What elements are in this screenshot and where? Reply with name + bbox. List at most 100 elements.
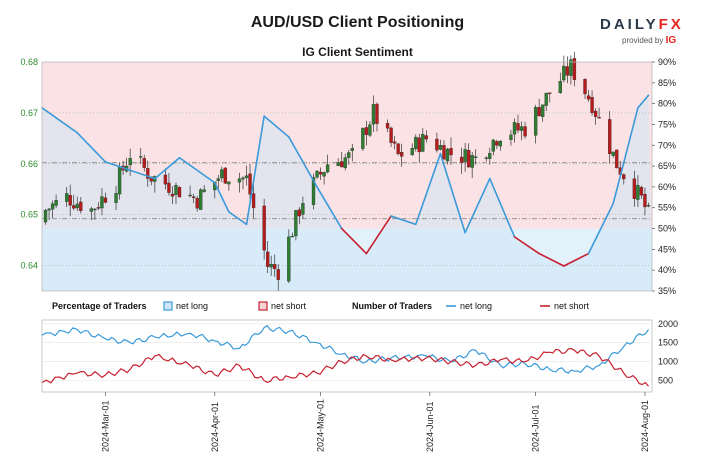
candle-body	[174, 185, 178, 196]
candle-body	[636, 185, 640, 200]
candle-body	[223, 167, 228, 184]
candle-body	[470, 155, 474, 168]
candle-body	[100, 196, 104, 209]
dailyfx-logo: DAILYFX	[600, 16, 684, 33]
percent-tick-label: 75%	[658, 119, 676, 129]
candle-body	[167, 182, 171, 193]
candle-body	[435, 138, 439, 151]
candle-body	[445, 148, 450, 162]
candle-body	[389, 127, 393, 143]
candle-body	[93, 208, 97, 211]
chart-title: AUD/USD Client Positioning	[250, 14, 465, 31]
provided-by-ig: provided by IG	[622, 35, 677, 46]
price-tick-label: 0.64	[20, 261, 38, 271]
candle-body	[583, 79, 587, 95]
candle-body	[54, 200, 58, 206]
candle-body	[371, 104, 376, 125]
legend-pct-long-swatch	[163, 301, 173, 311]
candle-body	[396, 143, 400, 155]
net-long-pct-segment	[213, 181, 230, 213]
net-long-pct-segment	[538, 252, 565, 267]
x-tick-label: 2024-Aug-01	[640, 400, 650, 452]
percent-tick-label: 60%	[658, 182, 676, 192]
candle-body	[572, 58, 577, 80]
candle-body	[216, 178, 220, 181]
candle-body	[392, 141, 397, 144]
candle-body	[146, 168, 150, 179]
net-long-pct-segment	[76, 131, 107, 163]
percent-tick-label: 70%	[658, 140, 676, 150]
candle-body	[643, 194, 647, 208]
legend-pct-long-label: net long	[176, 301, 208, 311]
traders-tick-label: 1500	[658, 338, 678, 348]
price-tick-label: 0.68	[20, 57, 38, 67]
candle-body	[114, 193, 118, 203]
candle-body	[191, 196, 196, 198]
legend-pct-short-label: net short	[271, 301, 307, 311]
candle-body	[421, 134, 425, 152]
x-tick-label: 2024-Jun-01	[425, 401, 435, 452]
candle-body	[65, 193, 69, 202]
net-long-pct-segment	[414, 152, 442, 226]
price-plot-frame	[41, 61, 653, 292]
candle-body	[72, 205, 76, 209]
legend-pct-heading: Percentage of Traders	[52, 301, 147, 311]
candle-body	[646, 204, 651, 207]
price-tick-label: 0.67	[20, 108, 38, 118]
candle-body	[103, 197, 108, 203]
candle-body	[241, 177, 245, 180]
candle-body	[424, 135, 428, 140]
candle-body	[290, 235, 294, 238]
net-long-pct-segment	[464, 177, 491, 234]
candle-body	[89, 208, 94, 212]
net-long-pct-segment	[365, 215, 392, 255]
candle-body	[368, 124, 372, 136]
candle-body	[400, 152, 404, 157]
candle-body	[442, 145, 446, 160]
legend-num-heading: Number of Traders	[352, 301, 432, 311]
x-tick-label: 2024-Jul-01	[531, 404, 541, 452]
percent-tick-label: 45%	[658, 244, 676, 254]
percent-tick-label: 55%	[658, 203, 676, 213]
net-long-pct-segment	[563, 252, 590, 267]
candle-body	[269, 264, 273, 268]
candle-body	[523, 126, 527, 137]
candle-body	[50, 203, 55, 210]
candle-body	[248, 173, 252, 195]
candle-body	[597, 116, 601, 119]
percent-tick-label: 50%	[658, 224, 676, 234]
price-tick-label: 0.66	[20, 159, 38, 169]
net-long-pct-segment	[489, 177, 516, 238]
traders-tick-label: 2000	[658, 319, 678, 329]
x-tick-label: 2024-Apr-01	[210, 402, 220, 452]
candle-body	[287, 236, 291, 282]
candle-body	[463, 149, 467, 162]
net-long-pct-segment	[288, 136, 318, 188]
candle-body	[632, 178, 637, 199]
candle-body	[163, 174, 168, 185]
candle-body	[516, 123, 520, 131]
candle-body	[533, 107, 538, 136]
net-long-pct-segment	[228, 211, 248, 226]
candle-body	[385, 123, 390, 129]
candle-body	[220, 169, 224, 179]
candle-body	[343, 157, 347, 169]
candle-body	[297, 209, 302, 217]
traders-tick-label: 500	[658, 376, 673, 386]
candle-body	[569, 59, 573, 76]
candle-body	[608, 119, 612, 154]
candle-body	[495, 141, 499, 146]
net-long-pct-segment	[316, 186, 343, 230]
candle-body	[75, 203, 79, 209]
candle-body	[639, 186, 644, 196]
traders-tick-label: 1000	[658, 357, 678, 367]
candle-body	[565, 66, 570, 76]
legend-pct-short-swatch	[258, 301, 268, 311]
candle-body	[273, 264, 277, 270]
net-long-pct-segment	[587, 202, 615, 255]
candle-body	[79, 201, 83, 211]
candle-body	[237, 178, 242, 183]
chart-subtitle: IG Client Sentiment	[302, 45, 413, 59]
percent-tick-label: 35%	[658, 286, 676, 296]
candle-body	[548, 92, 552, 94]
